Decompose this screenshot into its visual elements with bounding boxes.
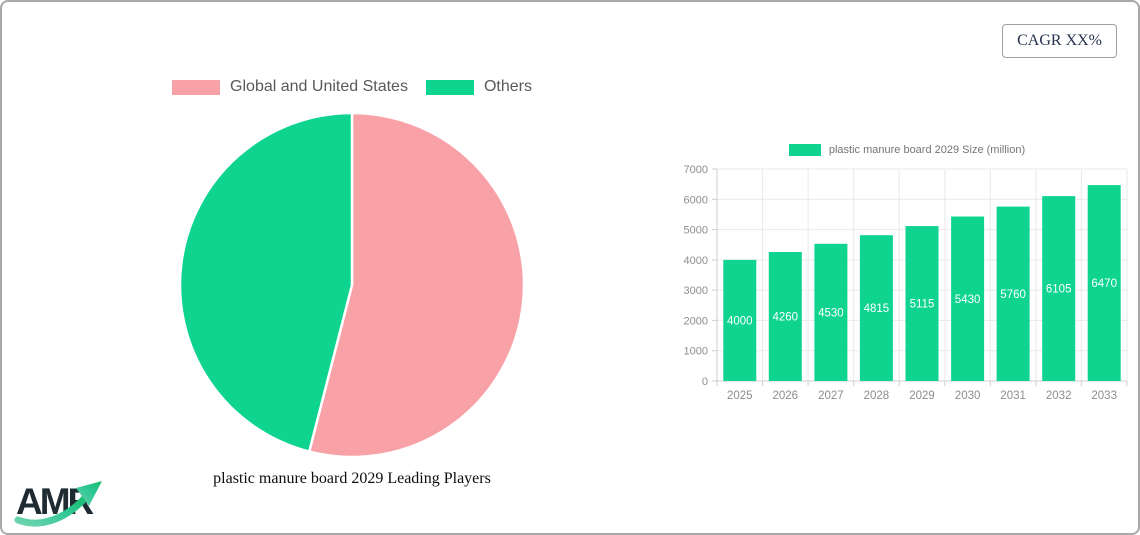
bar-2030[interactable] (951, 216, 985, 382)
x-tick-label: 2029 (909, 390, 935, 402)
x-tick-label: 2033 (1091, 390, 1117, 402)
pie-section: Global and United States Others plastic … (2, 2, 702, 488)
bar-value-label: 4815 (864, 303, 890, 315)
bar-value-label: 4000 (727, 315, 753, 327)
bar-2031[interactable] (996, 206, 1030, 381)
pie-legend-item-others[interactable]: Others (425, 78, 532, 96)
pie-chart[interactable] (176, 109, 528, 461)
bar-2029[interactable] (905, 226, 939, 381)
bar-2026[interactable] (768, 252, 802, 381)
bar-2028[interactable] (859, 235, 893, 381)
x-tick-label: 2025 (727, 390, 753, 402)
y-tick-label: 4000 (684, 255, 708, 267)
legend-swatch-others (425, 79, 474, 95)
bar-2032[interactable] (1042, 196, 1076, 381)
pie-legend: Global and United States Others (172, 78, 532, 96)
pie-slice-0[interactable] (307, 111, 526, 459)
bar-value-label: 5760 (1000, 289, 1026, 301)
bar-section: plastic manure board 2029 Size (million)… (682, 144, 1138, 408)
y-tick-label: 2000 (684, 315, 708, 327)
bar-value-label: 4260 (773, 312, 799, 324)
bar-legend: plastic manure board 2029 Size (million) (682, 144, 1132, 156)
bar-value-label: 6470 (1091, 278, 1117, 290)
y-tick-label: 1000 (684, 346, 708, 358)
x-tick-label: 2031 (1000, 390, 1026, 402)
y-tick-label: 0 (702, 376, 708, 388)
bar-chart[interactable]: 0 1000 2000 3000 4000 5000 6000 7000 4000 2025 426… (682, 160, 1138, 408)
bar-2027[interactable] (814, 243, 848, 381)
pie-legend-label-others: Others (483, 78, 532, 95)
amr-logo-arrow-icon (14, 481, 102, 527)
x-tick-label: 2028 (864, 390, 890, 402)
cagr-badge[interactable]: CAGR XX% (1002, 24, 1117, 58)
x-tick-label: 2032 (1046, 390, 1072, 402)
pie-legend-item-global[interactable]: Global and United States (172, 78, 408, 96)
bar-value-label: 6105 (1046, 284, 1072, 296)
y-tick-label: 6000 (684, 194, 708, 206)
bar-2025[interactable] (723, 259, 757, 381)
pie-slice-1[interactable] (178, 111, 354, 453)
pie-caption: plastic manure board 2029 Leading Player… (213, 470, 491, 487)
x-tick-label: 2027 (818, 390, 844, 402)
y-tick-label: 5000 (684, 225, 708, 237)
bar-2033[interactable] (1087, 185, 1121, 381)
bar-legend-swatch[interactable] (788, 144, 821, 156)
legend-swatch-global (172, 79, 221, 95)
bar-value-label: 5115 (910, 299, 935, 311)
bar-value-label: 5430 (955, 294, 981, 306)
bar-legend-label: plastic manure board 2029 Size (million) (828, 144, 1026, 156)
amr-logo: AMR (14, 475, 110, 529)
y-tick-label: 3000 (684, 285, 708, 297)
pie-legend-label-global: Global and United States (230, 78, 408, 95)
x-tick-label: 2030 (955, 390, 981, 402)
y-tick-label: 7000 (684, 164, 708, 176)
bar-value-label: 4530 (818, 307, 844, 319)
x-tick-label: 2026 (773, 390, 799, 402)
